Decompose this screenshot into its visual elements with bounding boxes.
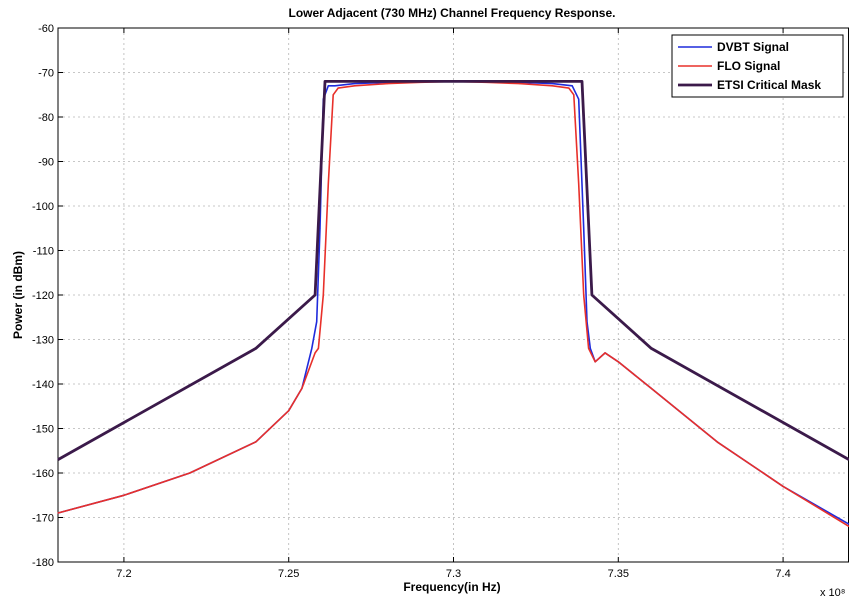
y-tick-label: -70 — [38, 68, 54, 80]
data-point — [604, 352, 606, 354]
y-tick-label: -180 — [32, 557, 54, 569]
data-point — [716, 441, 718, 443]
y-axis-label: Power (in dBm) — [11, 251, 25, 339]
data-point — [589, 347, 591, 349]
data-point — [583, 227, 585, 229]
y-tick-label: -80 — [38, 112, 54, 124]
data-point — [591, 294, 593, 296]
data-point — [314, 352, 316, 354]
data-point — [518, 83, 521, 85]
data-point — [551, 85, 554, 87]
axis-ticks: 7.2 7.25 7.3 7.35 7.4 -180 -170 -160 -150 -140 -13… — [32, 23, 791, 580]
y-tick-label: -60 — [38, 23, 54, 35]
data-point — [123, 494, 125, 496]
data-point — [571, 85, 573, 87]
data-point — [301, 387, 303, 389]
x-tick-label: 7.4 — [775, 568, 790, 580]
grid — [58, 27, 849, 563]
data-point — [650, 347, 652, 349]
x-tick-label: 7.3 — [446, 568, 461, 580]
data-point — [57, 459, 59, 461]
y-tick-label: -120 — [32, 290, 54, 302]
x-tick-label: 7.35 — [608, 568, 629, 580]
data-point — [311, 347, 313, 349]
data-point — [650, 387, 652, 389]
data-point — [782, 485, 784, 487]
legend-entry: FLO Signal — [717, 59, 780, 73]
series-layer — [57, 80, 849, 528]
data-point — [255, 441, 257, 443]
data-point — [189, 472, 191, 474]
legend-entry: ETSI Critical Mask — [717, 78, 821, 92]
data-point — [255, 347, 257, 349]
data-point — [322, 294, 324, 296]
x-axis-label: Frequency(in Hz) — [403, 580, 500, 594]
data-point — [578, 98, 580, 100]
data-point — [594, 361, 596, 363]
data-point — [551, 83, 554, 85]
data-point — [327, 85, 329, 87]
legend-entry: DVBT Signal — [717, 40, 789, 54]
y-tick-label: -110 — [33, 246, 54, 258]
data-point — [568, 87, 570, 89]
x-tick-label: 7.25 — [278, 568, 299, 580]
y-tick-label: -90 — [38, 157, 54, 169]
series-line-etsi-critical-mask — [57, 80, 849, 461]
chart-title: Lower Adjacent (730 MHz) Channel Frequen… — [289, 6, 616, 20]
legend: DVBT Signal FLO Signal ETSI Critical Mask — [671, 34, 844, 98]
data-point — [578, 183, 580, 185]
data-point — [387, 83, 389, 85]
x-tick-label: 7.2 — [116, 568, 131, 580]
data-point — [314, 294, 316, 296]
y-tick-label: -170 — [32, 513, 54, 525]
data-point — [354, 83, 356, 85]
y-tick-label: -150 — [32, 424, 54, 436]
data-point — [588, 347, 590, 349]
data-point — [316, 321, 318, 323]
data-point — [573, 94, 575, 96]
data-point — [617, 361, 619, 363]
data-point — [57, 512, 59, 514]
data-point — [317, 347, 319, 349]
data-point — [354, 85, 356, 87]
y-tick-label: -100 — [32, 201, 54, 213]
data-point — [581, 80, 583, 82]
x-axis-exponent-label: x 10⁸ — [820, 587, 845, 599]
data-point — [324, 80, 326, 82]
y-tick-label: -140 — [32, 379, 54, 391]
data-point — [327, 183, 329, 185]
series-line-dvbt-signal — [57, 80, 849, 525]
data-point — [337, 87, 339, 89]
data-point — [332, 94, 334, 96]
y-tick-label: -130 — [32, 335, 54, 347]
data-point — [319, 227, 321, 229]
data-point — [583, 294, 585, 296]
data-point — [288, 410, 290, 412]
data-point — [334, 85, 336, 87]
y-tick-label: -160 — [32, 468, 54, 480]
